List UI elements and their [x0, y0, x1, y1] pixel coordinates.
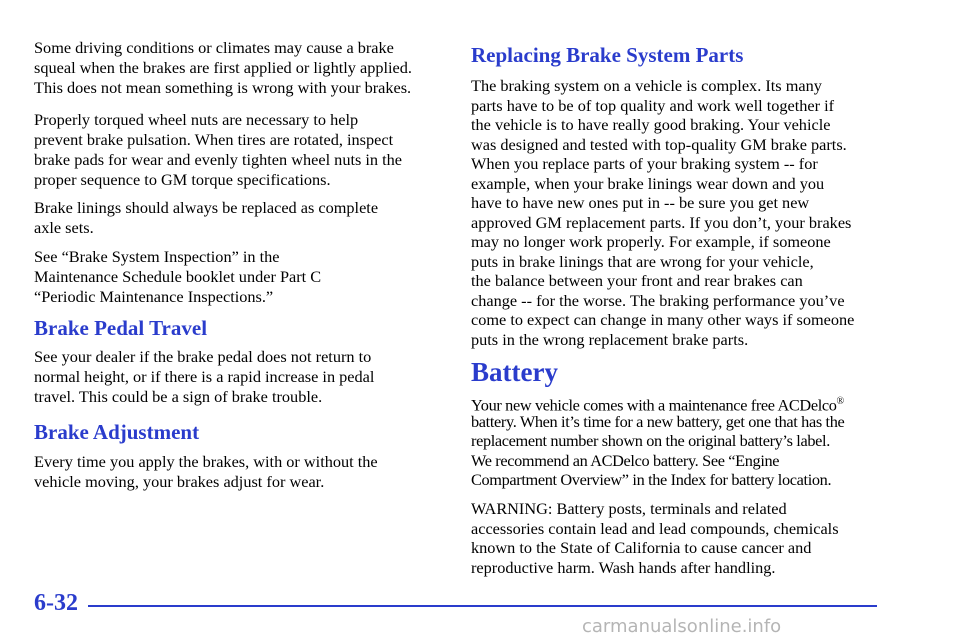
text-line: may no longer work properly. For example… — [471, 232, 831, 251]
text-line: come to expect can change in many other … — [471, 310, 855, 329]
text-line: known to the State of California to caus… — [471, 538, 812, 557]
text-line: Your new vehicle comes with a maintenanc… — [471, 395, 845, 415]
text-line: The braking system on a vehicle is compl… — [471, 76, 822, 95]
text-line: travel. This could be a sign of brake tr… — [34, 386, 323, 406]
text-line: axle sets. — [34, 217, 94, 237]
text-line: puts in brake linings that are wrong for… — [471, 251, 814, 271]
text-line: WARNING: Battery posts, terminals and re… — [471, 499, 787, 518]
heading: Battery — [471, 357, 558, 387]
text-line: Every time you apply the brakes, with or… — [34, 452, 378, 471]
text-line: Brake linings should always be replaced … — [34, 198, 379, 217]
text-line: reproductive harm. Wash hands after hand… — [471, 557, 776, 577]
text-line: puts in the wrong replacement brake part… — [471, 329, 749, 349]
text-line: Properly torqued wheel nuts are necessar… — [34, 110, 359, 129]
text-line: replacement number shown on the original… — [471, 431, 830, 450]
text-line: vehicle moving, your brakes adjust for w… — [34, 471, 325, 491]
text-line: the vehicle is to have really good braki… — [471, 115, 831, 134]
text-line: Maintenance Schedule booklet under Part … — [34, 266, 322, 286]
heading: Brake Adjustment — [34, 420, 200, 444]
text-line: parts have to be of top quality and work… — [471, 95, 835, 115]
heading: Brake Pedal Travel — [34, 316, 208, 340]
text-line: squeal when the brakes are first applied… — [34, 57, 412, 77]
text-line: approved GM replacement parts. If you do… — [471, 212, 852, 232]
text-line: change -- for the worse. The braking per… — [471, 290, 845, 310]
text-line: When you replace parts of your braking s… — [471, 154, 818, 173]
heading: Replacing Brake System Parts — [471, 43, 744, 67]
text-line: See “Brake System Inspection” in the — [34, 247, 280, 266]
page-number: 6-32 — [34, 590, 78, 616]
text-line: battery. When it’s time for a new batter… — [471, 411, 845, 431]
text-line: have to have new ones put in -- be sure … — [471, 193, 810, 212]
text-line: prevent brake pulsation. When tires are … — [34, 129, 394, 149]
text-line: was designed and tested with top-quality… — [471, 134, 847, 154]
text-line: the balance between your front and rear … — [471, 271, 803, 290]
text-line: brake pads for wear and evenly tighten w… — [34, 149, 403, 169]
watermark: carmanualsonline.info — [582, 616, 782, 637]
text-line: Compartment Overview” in the Index for b… — [471, 470, 832, 489]
text-line: Some driving conditions or climates may … — [34, 38, 394, 57]
text-line: accessories contain lead and lead compou… — [471, 518, 839, 538]
text-line: See your dealer if the brake pedal does … — [34, 347, 372, 366]
registered-mark: ® — [836, 396, 845, 407]
footer-rule — [88, 605, 877, 607]
text-line: example, when your brake linings wear do… — [471, 173, 825, 193]
text-line: “Periodic Maintenance Inspections.” — [34, 286, 274, 306]
text-line: This does not mean something is wrong wi… — [34, 77, 412, 97]
text-line: proper sequence to GM torque specificati… — [34, 169, 331, 189]
text-line: normal height, or if there is a rapid in… — [34, 366, 375, 386]
text-line: We recommend an ACDelco battery. See “En… — [471, 450, 780, 470]
